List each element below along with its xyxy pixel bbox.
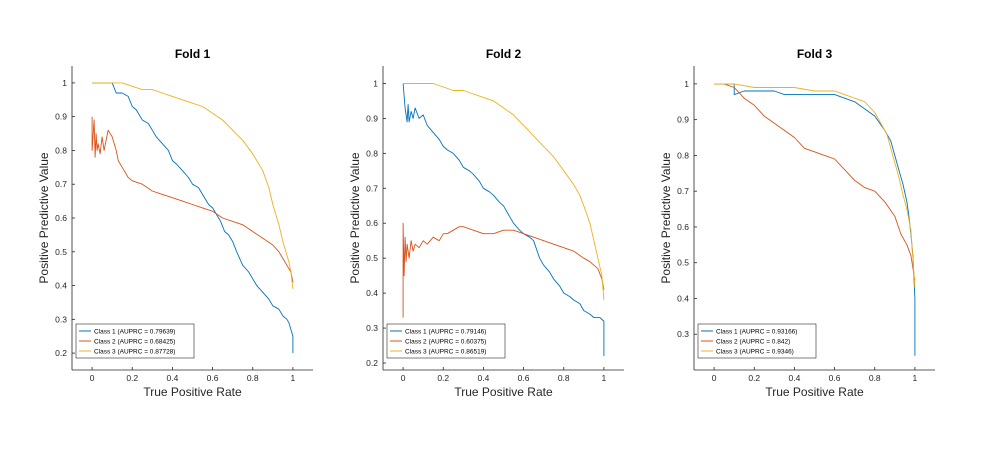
fold-1-y-label: Positive Predictive Value [37,152,51,284]
fold-2-y-tick-label: 0.8 [366,148,378,158]
fold-2-y-label: Positive Predictive Value [348,152,362,284]
fold-1-y-tick-label: 0.9 [55,112,67,122]
fold-1-legend-box [75,323,195,359]
fold-3-y-tick-label: 0.5 [677,258,689,268]
fold-2-y-tick-label: 0.4 [366,288,378,298]
fold-1-y-tick-label: 0.3 [55,314,67,324]
fold-3-title: Fold 3 [797,47,833,61]
fold-2-y-tick-label: 0.2 [366,358,378,368]
fold-1-y-tick-label: 0.4 [55,281,67,291]
fold-2-legend-entry-class-2: Class 2 (AUPRC = 0.60375) [405,338,486,345]
fold-3-x-tick-label: 0 [712,373,717,383]
fold-1-chart: Fold 1 0 0.2 0.4 0.6 0.8 1 0.2 0.3 0.4 0.5 0.6 0.7 0.… [37,47,313,399]
fold-2-title: Fold 2 [486,47,522,61]
fold-3-legend-entry-class-3: Class 3 (AUPRC = 0.9346) [716,348,794,355]
fold-2-x-label: True Positive Rate [454,385,553,399]
fold-3-x-label: True Positive Rate [765,385,864,399]
fold-2-y-tick-label: 0.7 [366,183,378,193]
fold-2-y-tick-label: 0.6 [366,218,378,228]
fold-3-y-tick-label: 0.6 [677,222,689,232]
fold-3-x-tick-label: 0.2 [748,373,760,383]
fold-3-series-class-3-line [714,83,916,288]
fold-3-y-tick-label: 0.8 [677,150,689,160]
fold-1-x-tick-label: 1 [291,373,296,383]
fold-3-y-tick-label: 0.9 [677,115,689,125]
fold-3-series-class-2-line [714,83,916,281]
fold-3-legend: Class 1 (AUPRC = 0.93166) Class 2 (AUPRC … [697,323,817,359]
fold-2-y-tick-label: 1 [373,78,378,88]
fold-2-y-tick-label: 0.5 [366,253,378,263]
fold-2-x-tick-label: 0.8 [558,373,570,383]
fold-1-y-tick-label: 0.7 [55,179,67,189]
fold-1-series-class-3-line [92,82,294,289]
fold-2-x-tick-label: 0 [401,373,406,383]
fold-3-series-class-1-line [714,83,916,356]
fold-2-x-tick-label: 0.6 [518,373,530,383]
fold-1-x-tick-label: 0.2 [126,373,138,383]
fold-2-y-tick-label: 0.9 [366,113,378,123]
fold-1-y-tick-label: 0.2 [55,348,67,358]
fold-3-legend-entry-class-1: Class 1 (AUPRC = 0.93166) [716,328,797,335]
fold-1-x-tick-label: 0.6 [207,373,219,383]
fold-2-series-class-3-line [403,83,605,301]
fold-2-legend-entry-class-3: Class 3 (AUPRC = 0.86519) [405,348,486,355]
fold-1-series-class-2-line [91,116,294,283]
fold-1-title: Fold 1 [175,47,211,61]
fold-2-series-class-2-line [402,222,605,318]
fold-2-y-tick-label: 0.3 [366,323,378,333]
fold-3-x-tick-label: 0.6 [829,373,841,383]
fold-2-chart: Fold 2 0 0.2 0.4 0.6 0.8 1 0.2 0.3 0.4 0.5 0.6 0.7 0.… [348,47,624,399]
fold-3-y-tick-label: 0.4 [677,293,689,303]
fold-2-x-tick-label: 1 [602,373,607,383]
fold-3-legend-entry-class-2: Class 2 (AUPRC = 0.842) [716,338,790,345]
fold-3-y-label: Positive Predictive Value [659,152,673,284]
fold-1-y-tick-label: 0.5 [55,247,67,257]
fold-1-x-tick-label: 0.8 [247,373,259,383]
fold-1-y-tick-label: 0.6 [55,213,67,223]
fold-2-legend-box [386,323,506,359]
fold-1-legend-entry-class-2: Class 2 (AUPRC = 0.68425) [94,338,175,345]
fold-1-series-class-1-line [92,82,294,354]
fold-3-y-tick-label: 1 [684,79,689,89]
fold-1-x-tick-label: 0.4 [167,373,179,383]
fold-2-x-tick-label: 0.4 [478,373,490,383]
fold-3-x-tick-label: 1 [913,373,918,383]
fold-1-legend: Class 1 (AUPRC = 0.79639) Class 2 (AUPRC … [75,323,195,359]
fold-1-legend-entry-class-3: Class 3 (AUPRC = 0.87728) [94,348,175,355]
fold-1-x-label: True Positive Rate [143,385,242,399]
fold-1-y-tick-label: 0.8 [55,145,67,155]
fold-3-x-tick-label: 0.4 [789,373,801,383]
fold-3-chart: Fold 3 0 0.2 0.4 0.6 0.8 1 0.3 0.4 0.5 0.6 0.7 0.8 0.… [659,47,935,399]
fold-1-x-tick-label: 0 [90,373,95,383]
fold-1-y-tick-label: 1 [62,78,67,88]
fold-3-legend-box [697,323,817,359]
fold-1-legend-entry-class-1: Class 1 (AUPRC = 0.79639) [94,328,175,335]
fold-2-legend: Class 1 (AUPRC = 0.79146) Class 2 (AUPRC … [386,323,506,359]
fold-2-x-tick-label: 0.2 [437,373,449,383]
fold-3-y-tick-label: 0.7 [677,186,689,196]
fold-2-legend-entry-class-1: Class 1 (AUPRC = 0.79146) [405,328,486,335]
fold-3-y-tick-label: 0.3 [677,329,689,339]
fold-3-x-tick-label: 0.8 [869,373,881,383]
fold-2-series-class-1-line [402,83,605,356]
